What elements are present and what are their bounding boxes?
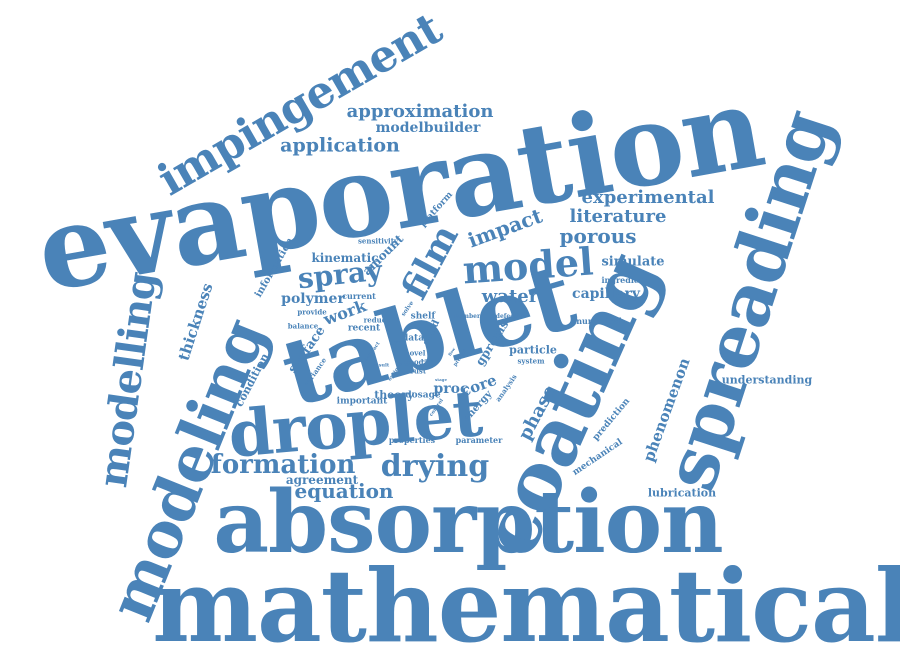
cloud-word: capillary	[572, 286, 640, 302]
cloud-word: system	[517, 356, 545, 366]
cloud-word: absorption	[213, 472, 723, 573]
cloud-word: formation	[210, 450, 356, 480]
cloud-word: literature	[569, 206, 667, 227]
cloud-word: model	[461, 238, 595, 293]
cloud-word: simulate	[601, 254, 665, 270]
cloud-word: ingredient	[601, 275, 649, 285]
cloud-word: lubrication	[647, 486, 717, 500]
cloud-word: water	[481, 286, 539, 307]
cloud-word: drying	[380, 449, 490, 484]
cloud-word: application	[280, 134, 400, 157]
cloud-word: equation	[294, 479, 394, 503]
cloud-word: provide	[297, 307, 327, 317]
cloud-word: proc	[433, 381, 469, 397]
cloud-word: recent	[347, 323, 381, 334]
cloud-word: agreement	[285, 473, 359, 487]
cloud-word: porous	[559, 224, 637, 248]
cloud-word: modelbuilder	[375, 120, 481, 136]
cloud-word: reduce	[363, 315, 391, 325]
cloud-word: stage	[434, 377, 448, 382]
cloud-word: experimental	[581, 187, 715, 208]
cloud-word: result	[372, 362, 390, 369]
cloud-word: current	[342, 291, 376, 301]
cloud-word: crust	[405, 366, 427, 376]
cloud-word: polymer	[281, 291, 345, 307]
cloud-word: good	[404, 357, 424, 367]
cloud-word: sensitivity	[357, 236, 399, 246]
cloud-word: important	[336, 396, 388, 407]
cloud-word: particle	[509, 343, 557, 357]
cloud-word: number	[453, 313, 481, 320]
cloud-word: properties	[388, 435, 436, 445]
cloud-word: balance	[287, 321, 319, 331]
cloud-word: novel	[404, 348, 426, 358]
cloud-word: approximation	[346, 101, 494, 122]
cloud-word: defective	[495, 313, 527, 320]
cloud-word: effect	[421, 358, 435, 363]
cloud-word: data	[401, 333, 425, 344]
cloud-word: theory	[374, 388, 414, 402]
cloud-word: level	[391, 339, 403, 344]
cloud-word: kinematic	[311, 251, 379, 265]
cloud-word: parameter	[455, 435, 503, 445]
cloud-word: dosage	[405, 390, 441, 401]
cloud-word: understanding	[721, 373, 813, 387]
cloud-word: mathematical	[152, 547, 900, 651]
cloud-word: numerical	[576, 316, 622, 326]
cloud-word: shelf	[410, 311, 436, 322]
